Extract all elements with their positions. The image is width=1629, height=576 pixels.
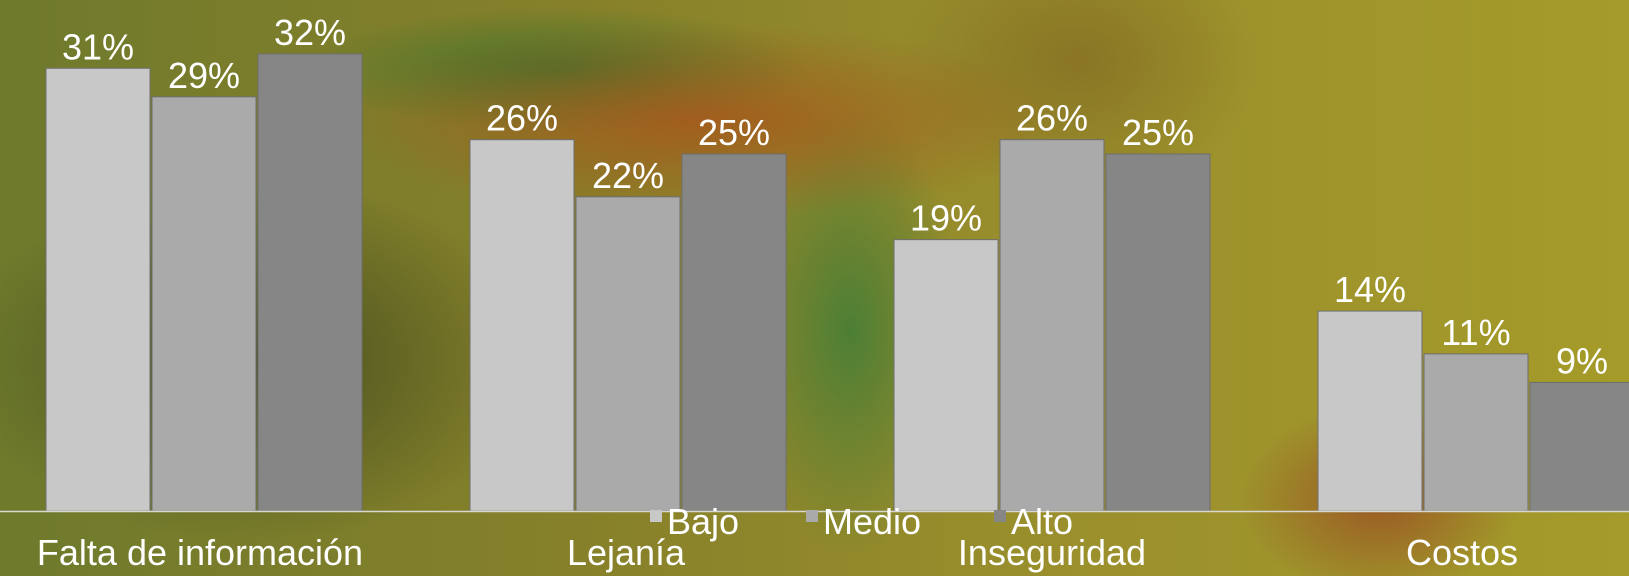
legend-swatch-medio <box>806 510 818 522</box>
x-tick-label: Lejanía <box>567 532 686 573</box>
data-label: 29% <box>168 55 240 96</box>
bar-bajo-inseguridad <box>893 239 999 512</box>
data-label: 26% <box>1016 98 1088 139</box>
bar-alto-falta-de-informacion <box>257 53 363 512</box>
bar-alto-lejania <box>681 153 787 512</box>
legend-swatch-bajo <box>650 510 662 522</box>
data-label: 25% <box>698 112 770 153</box>
data-label: 14% <box>1334 269 1406 310</box>
bar-bajo-falta-de-informacion <box>45 67 151 512</box>
bar-medio-costos <box>1423 353 1529 512</box>
bar-alto-costos <box>1529 381 1629 512</box>
x-tick-label: Inseguridad <box>958 532 1146 573</box>
legend-label: Alto <box>1011 501 1073 542</box>
bar-medio-falta-de-informacion <box>151 96 257 512</box>
data-label: 19% <box>910 198 982 239</box>
x-tick-label: Costos <box>1406 532 1518 573</box>
legend-label: Bajo <box>667 501 739 542</box>
bar-medio-lejania <box>575 196 681 512</box>
bar-alto-inseguridad <box>1105 153 1211 512</box>
bar-bajo-lejania <box>469 139 575 512</box>
data-label: 22% <box>592 155 664 196</box>
data-label: 11% <box>1441 312 1510 353</box>
data-label: 26% <box>486 98 558 139</box>
bar-medio-inseguridad <box>999 139 1105 512</box>
data-label: 9% <box>1556 340 1608 381</box>
data-label: 31% <box>62 26 134 67</box>
data-label: 32% <box>274 12 346 53</box>
legend-swatch-alto <box>994 510 1006 522</box>
legend-label: Medio <box>823 501 921 542</box>
x-tick-label: Falta de información <box>37 532 363 573</box>
data-label: 25% <box>1122 112 1194 153</box>
bar-bajo-costos <box>1317 310 1423 512</box>
